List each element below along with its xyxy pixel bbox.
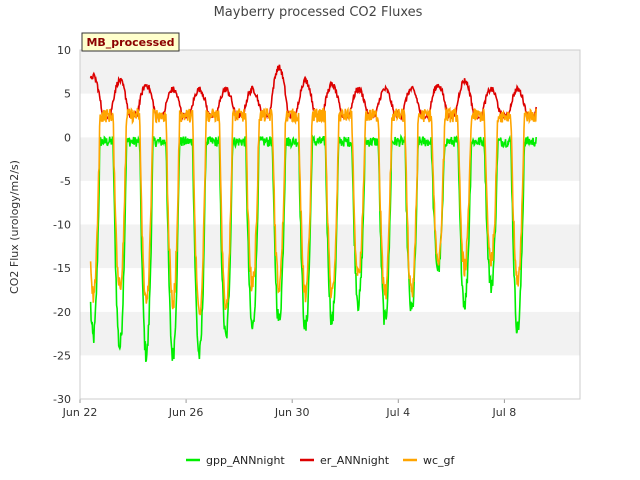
station-badge: MB_processed	[81, 32, 180, 52]
x-tick-label: Jun 26	[168, 406, 204, 419]
legend: gpp_ANNnight er_ANNnight wc_gf	[186, 454, 456, 467]
chart-title: Mayberry processed CO2 Fluxes	[214, 5, 423, 20]
grid-band	[80, 180, 580, 225]
y-tick-label: 0	[64, 131, 71, 144]
y-tick-label: -10	[53, 219, 71, 232]
y-tick-label: -30	[53, 393, 71, 406]
series-line-wc-gf	[89, 106, 537, 316]
x-tick-label: Jul 4	[385, 406, 410, 419]
legend-label: er_ANNnight	[320, 454, 390, 467]
series-line-gpp-annnight	[89, 133, 537, 363]
legend-label: gpp_ANNnight	[206, 454, 285, 467]
grid-band	[80, 355, 580, 399]
y-tick-label: -5	[60, 175, 71, 188]
legend-label: wc_gf	[423, 454, 456, 467]
y-tick-label: -15	[53, 262, 71, 275]
series-lines	[89, 64, 537, 363]
plot-frame	[79, 49, 581, 400]
series-line-er-annnight	[89, 64, 537, 122]
x-tick-label: Jun 22	[62, 406, 98, 419]
y-ticks: -30 -25 -20 -15 -10 -5 0 5 10	[53, 44, 71, 406]
x-tick-label: Jun 30	[274, 406, 310, 419]
y-tick-label: 10	[57, 44, 71, 57]
y-tick-label: -25	[53, 349, 71, 362]
plot-background	[80, 50, 580, 399]
x-ticks: Jun 22 Jun 26 Jun 30 Jul 4 Jul 8	[62, 399, 517, 419]
station-badge-text: MB_processed	[86, 36, 174, 49]
y-tick-label: -20	[53, 306, 71, 319]
x-tick-label: Jul 8	[492, 406, 517, 419]
y-tick-label: 5	[64, 88, 71, 101]
y-axis-label: CO2 Flux (urology/m2/s)	[8, 160, 21, 294]
